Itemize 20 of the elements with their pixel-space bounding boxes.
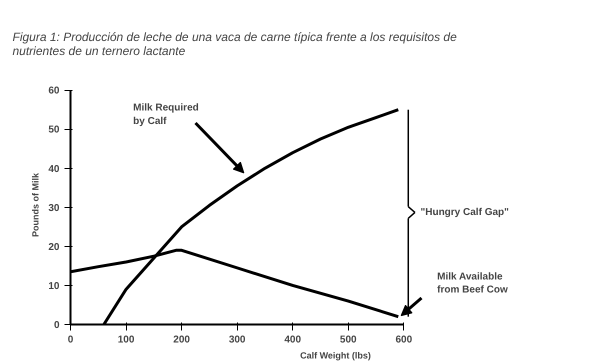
y-tick-label: 10 [48, 280, 60, 292]
x-tick-label: 0 [68, 334, 74, 346]
x-tick-label: 100 [118, 334, 135, 346]
x-tick-label: 400 [284, 334, 302, 346]
y-tick-label: 40 [48, 164, 60, 175]
y-axis-title: Pounds of Milk [30, 172, 40, 237]
y-tick-label: 50 [48, 124, 60, 136]
annotation: Milk Required by Calf [133, 102, 199, 127]
text: "Hungry Calf Gap" [420, 207, 510, 218]
text: Milk Available from Beef Cow [437, 271, 508, 296]
chart-title: Figura 1: Producción de leche de una vaca de carne típica frente a los requisitos de nutrientes de un ternero lactante [12, 30, 458, 58]
x-axis-title: Calf Weight (lbs) [300, 350, 371, 360]
y-tick-label: 20 [48, 242, 60, 253]
x-tick-label: 600 [395, 334, 413, 346]
x-tick-label: 200 [173, 334, 190, 346]
y-tick-label: 30 [48, 202, 60, 214]
y-tick-label: 60 [48, 86, 60, 97]
y-tick-label: 0 [54, 320, 60, 331]
x-tick-label: 300 [228, 334, 246, 346]
x-tick-label: 500 [340, 334, 358, 346]
